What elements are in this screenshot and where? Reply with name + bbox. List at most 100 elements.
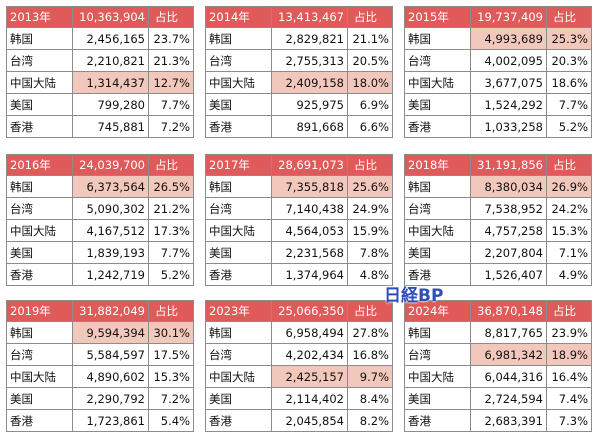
share-cell: 7.1% bbox=[546, 241, 592, 264]
share-cell: 21.2% bbox=[148, 197, 194, 220]
value-cell: 4,167,512 bbox=[72, 219, 149, 242]
table-row: 韩国 2,829,821 21.1% bbox=[205, 27, 393, 50]
share-header-cell: 占比 bbox=[148, 6, 194, 28]
region-cell: 韩国 bbox=[6, 175, 73, 198]
share-cell: 8.4% bbox=[347, 387, 393, 410]
shipment-table-7: 2019年 31,882,049 占比 韩国 9,594,394 30.1% 台湾 5,584… bbox=[6, 300, 194, 432]
nikkei-bp-watermark: 日経BP bbox=[384, 286, 444, 306]
table-row: 韩国 8,817,765 23.9% bbox=[404, 321, 592, 344]
table-row: 台湾 4,202,434 16.8% bbox=[205, 343, 393, 366]
share-cell: 23.9% bbox=[546, 321, 592, 344]
value-cell: 2,829,821 bbox=[271, 27, 348, 50]
share-cell: 20.5% bbox=[347, 49, 393, 72]
region-cell: 香港 bbox=[205, 409, 272, 432]
table-header-row: 2016年 24,039,700 占比 bbox=[6, 154, 194, 176]
value-cell: 2,755,313 bbox=[271, 49, 348, 72]
table-row: 台湾 4,002,095 20.3% bbox=[404, 49, 592, 72]
table-row: 韩国 7,355,818 25.6% bbox=[205, 175, 393, 198]
table-row: 中国大陆 3,677,075 18.6% bbox=[404, 71, 592, 94]
share-cell: 7.7% bbox=[148, 241, 194, 264]
share-cell: 20.3% bbox=[546, 49, 592, 72]
year-cell: 2014年 bbox=[205, 6, 272, 28]
share-cell: 15.3% bbox=[546, 219, 592, 242]
region-cell: 韩国 bbox=[404, 27, 471, 50]
share-cell: 25.3% bbox=[546, 27, 592, 50]
total-cell: 31,191,856 bbox=[470, 154, 547, 176]
table-row: 中国大陆 1,314,437 12.7% bbox=[6, 71, 194, 94]
total-cell: 25,066,350 bbox=[271, 300, 348, 322]
value-cell: 4,890,602 bbox=[72, 365, 149, 388]
table-row: 美国 2,231,568 7.8% bbox=[205, 241, 393, 264]
region-cell: 美国 bbox=[6, 241, 73, 264]
region-cell: 台湾 bbox=[6, 197, 73, 220]
region-cell: 香港 bbox=[205, 115, 272, 138]
value-cell: 2,724,594 bbox=[470, 387, 547, 410]
share-cell: 16.8% bbox=[347, 343, 393, 366]
share-header-cell: 占比 bbox=[148, 300, 194, 322]
region-cell: 香港 bbox=[205, 263, 272, 286]
value-cell: 2,114,402 bbox=[271, 387, 348, 410]
share-cell: 15.9% bbox=[347, 219, 393, 242]
value-cell: 2,045,854 bbox=[271, 409, 348, 432]
table-header-row: 2018年 31,191,856 占比 bbox=[404, 154, 592, 176]
region-cell: 香港 bbox=[6, 263, 73, 286]
year-cell: 2013年 bbox=[6, 6, 73, 28]
value-cell: 5,090,302 bbox=[72, 197, 149, 220]
shipment-table-6: 2018年 31,191,856 占比 韩国 8,380,034 26.9% 台湾 7,538… bbox=[404, 154, 592, 286]
shipment-table-1: 2013年 10,363,904 占比 韩国 2,456,165 23.7% 台湾 2,210… bbox=[6, 6, 194, 138]
table-row: 中国大陆 2,409,158 18.0% bbox=[205, 71, 393, 94]
share-cell: 18.6% bbox=[546, 71, 592, 94]
value-cell: 1,374,964 bbox=[271, 263, 348, 286]
table-header-row: 2017年 28,691,073 占比 bbox=[205, 154, 393, 176]
value-cell: 8,380,034 bbox=[470, 175, 547, 198]
value-cell: 1,526,407 bbox=[470, 263, 547, 286]
value-cell: 6,981,342 bbox=[470, 343, 547, 366]
value-cell: 8,817,765 bbox=[470, 321, 547, 344]
value-cell: 4,993,689 bbox=[470, 27, 547, 50]
share-header-cell: 占比 bbox=[546, 6, 592, 28]
value-cell: 2,207,804 bbox=[470, 241, 547, 264]
region-cell: 香港 bbox=[404, 409, 471, 432]
region-cell: 韩国 bbox=[404, 175, 471, 198]
region-cell: 台湾 bbox=[404, 49, 471, 72]
table-row: 台湾 2,755,313 20.5% bbox=[205, 49, 393, 72]
share-cell: 7.2% bbox=[148, 115, 194, 138]
region-cell: 中国大陆 bbox=[6, 219, 73, 242]
value-cell: 1,314,437 bbox=[72, 71, 149, 94]
share-cell: 23.7% bbox=[148, 27, 194, 50]
region-cell: 韩国 bbox=[6, 27, 73, 50]
share-cell: 7.2% bbox=[148, 387, 194, 410]
share-cell: 18.9% bbox=[546, 343, 592, 366]
value-cell: 799,280 bbox=[72, 93, 149, 116]
table-row: 美国 1,839,193 7.7% bbox=[6, 241, 194, 264]
table-row: 中国大陆 4,564,053 15.9% bbox=[205, 219, 393, 242]
value-cell: 6,044,316 bbox=[470, 365, 547, 388]
region-cell: 台湾 bbox=[205, 343, 272, 366]
year-cell: 2015年 bbox=[404, 6, 471, 28]
share-cell: 18.0% bbox=[347, 71, 393, 94]
value-cell: 1,033,258 bbox=[470, 115, 547, 138]
region-cell: 中国大陆 bbox=[205, 219, 272, 242]
table-row: 台湾 7,538,952 24.2% bbox=[404, 197, 592, 220]
value-cell: 1,242,719 bbox=[72, 263, 149, 286]
year-cell: 2016年 bbox=[6, 154, 73, 176]
region-cell: 台湾 bbox=[205, 49, 272, 72]
region-cell: 美国 bbox=[404, 241, 471, 264]
share-cell: 5.2% bbox=[148, 263, 194, 286]
region-cell: 香港 bbox=[404, 115, 471, 138]
table-row: 台湾 7,140,438 24.9% bbox=[205, 197, 393, 220]
share-header-cell: 占比 bbox=[546, 300, 592, 322]
value-cell: 4,564,053 bbox=[271, 219, 348, 242]
table-row: 美国 2,207,804 7.1% bbox=[404, 241, 592, 264]
table-row: 香港 745,881 7.2% bbox=[6, 115, 194, 138]
total-cell: 13,413,467 bbox=[271, 6, 348, 28]
share-cell: 26.9% bbox=[546, 175, 592, 198]
share-cell: 5.2% bbox=[546, 115, 592, 138]
value-cell: 1,723,861 bbox=[72, 409, 149, 432]
value-cell: 2,683,391 bbox=[470, 409, 547, 432]
table-row: 美国 1,524,292 7.7% bbox=[404, 93, 592, 116]
table-row: 香港 1,033,258 5.2% bbox=[404, 115, 592, 138]
table-row: 台湾 5,090,302 21.2% bbox=[6, 197, 194, 220]
share-cell: 26.5% bbox=[148, 175, 194, 198]
table-row: 中国大陆 4,757,258 15.3% bbox=[404, 219, 592, 242]
